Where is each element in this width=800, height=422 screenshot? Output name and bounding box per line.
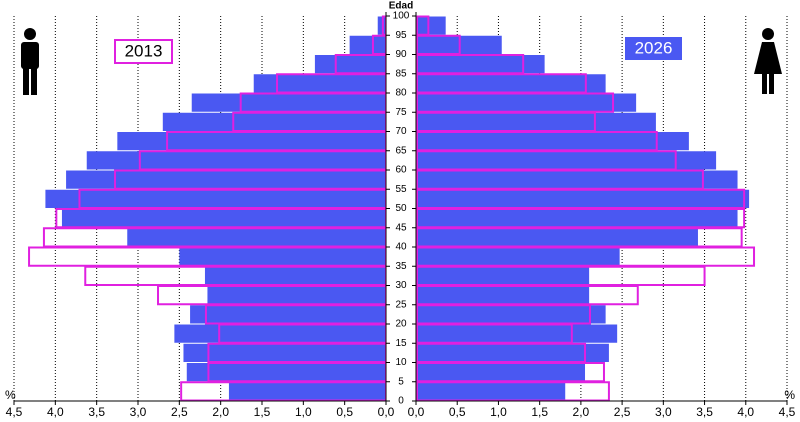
x-tick-label: 1,0	[295, 405, 312, 419]
x-tick-label: 0,0	[378, 405, 395, 419]
male-bar	[117, 132, 386, 151]
female-bar	[416, 305, 606, 324]
legend-item: 2013	[114, 39, 173, 64]
y-tick-label: 90	[395, 49, 407, 60]
y-tick-label: 25	[395, 299, 407, 310]
x-tick-label: 3,0	[130, 405, 147, 419]
female-bar	[416, 343, 609, 362]
legend-item: 2026	[625, 37, 682, 60]
male-bar	[183, 343, 386, 362]
female-bar	[416, 132, 689, 151]
female-bar	[416, 93, 637, 112]
male-bar	[174, 324, 386, 343]
x-unit-right: %	[784, 388, 795, 402]
x-tick-label: 2,0	[212, 405, 229, 419]
female-bar	[416, 15, 430, 36]
y-tick-label: 30	[395, 280, 407, 291]
x-tick-label: 2,5	[614, 405, 631, 419]
female-bar	[416, 16, 446, 35]
y-tick-label: 70	[395, 126, 407, 137]
male-bar	[228, 382, 386, 401]
bars	[28, 15, 756, 402]
y-tick-label: 15	[395, 338, 407, 349]
female-bar	[416, 189, 750, 208]
x-tick-label: 4,0	[737, 405, 754, 419]
icons	[21, 28, 782, 95]
male-bar	[190, 305, 386, 324]
male-bar	[61, 209, 387, 228]
x-tick-label: 1,5	[531, 405, 548, 419]
x-tick-label: 0,5	[449, 405, 466, 419]
y-tick-label: 20	[395, 319, 407, 330]
female-bar	[416, 34, 461, 55]
female-bar	[416, 247, 620, 266]
female-bar	[416, 228, 698, 247]
female-bar	[416, 209, 738, 228]
y-tick-label: 45	[395, 222, 407, 233]
female-bar	[416, 324, 618, 343]
y-tick-label: 35	[395, 261, 407, 272]
female-bar	[416, 74, 606, 93]
male-bar	[204, 266, 386, 285]
y-tick-label: 10	[395, 357, 407, 368]
male-bar	[253, 74, 386, 93]
x-tick-label: 2,5	[171, 405, 188, 419]
female-bar	[416, 55, 545, 74]
axis-title: Edad	[389, 1, 413, 12]
x-tick-label: 1,5	[254, 405, 271, 419]
legend-box	[625, 37, 682, 60]
x-tick-label: 3,5	[696, 405, 713, 419]
x-tick-label: 3,0	[655, 405, 672, 419]
y-tick-label: 5	[398, 376, 404, 387]
y-tick-label: 40	[395, 242, 407, 253]
x-tick-label: 4,5	[6, 405, 23, 419]
legend-label: 2013	[125, 41, 163, 60]
female-bar	[416, 112, 656, 131]
y-tick-label: 75	[395, 107, 407, 118]
x-tick-label: 0,0	[408, 405, 425, 419]
female-bar	[416, 382, 566, 401]
legend-label: 2026	[635, 38, 673, 57]
age-strip	[386, 12, 416, 401]
x-tick-label: 4,0	[47, 405, 64, 419]
y-tick-label: 100	[393, 11, 410, 22]
x-tick-label: 2,0	[573, 405, 590, 419]
male-bar	[86, 151, 386, 170]
x-tick-label: 1,0	[490, 405, 507, 419]
male-bar	[377, 16, 386, 35]
female-bar	[416, 54, 525, 75]
female-bar	[416, 266, 590, 285]
y-tick-label: 50	[395, 203, 407, 214]
male-bar	[314, 55, 386, 74]
y-tick-label: 80	[395, 88, 407, 99]
legend-box	[114, 39, 173, 64]
female-icon	[754, 28, 782, 94]
y-tick-label: 85	[395, 68, 407, 79]
male-bar	[45, 189, 387, 208]
female-bar	[416, 363, 586, 382]
x-unit-left: %	[5, 388, 16, 402]
male-bar	[66, 170, 386, 189]
male-bar	[186, 363, 386, 382]
female-bar	[416, 151, 717, 170]
male-bar	[162, 112, 386, 131]
x-tick-label: 4,5	[779, 405, 796, 419]
x-tick-label: 0,5	[336, 405, 353, 419]
male-bar	[191, 93, 386, 112]
female-bar	[416, 286, 590, 305]
y-tick-label: 60	[395, 165, 407, 176]
y-tick-label: 65	[395, 145, 407, 156]
male-bar	[207, 286, 386, 305]
male-icon	[21, 28, 39, 95]
female-bar	[416, 170, 738, 189]
male-bar	[179, 247, 386, 266]
male-bar	[349, 35, 386, 54]
male-bar	[127, 228, 387, 247]
y-tick-label: 55	[395, 184, 407, 195]
x-tick-label: 3,5	[88, 405, 105, 419]
y-tick-label: 95	[395, 30, 407, 41]
y-tick-label: 0	[398, 396, 404, 407]
